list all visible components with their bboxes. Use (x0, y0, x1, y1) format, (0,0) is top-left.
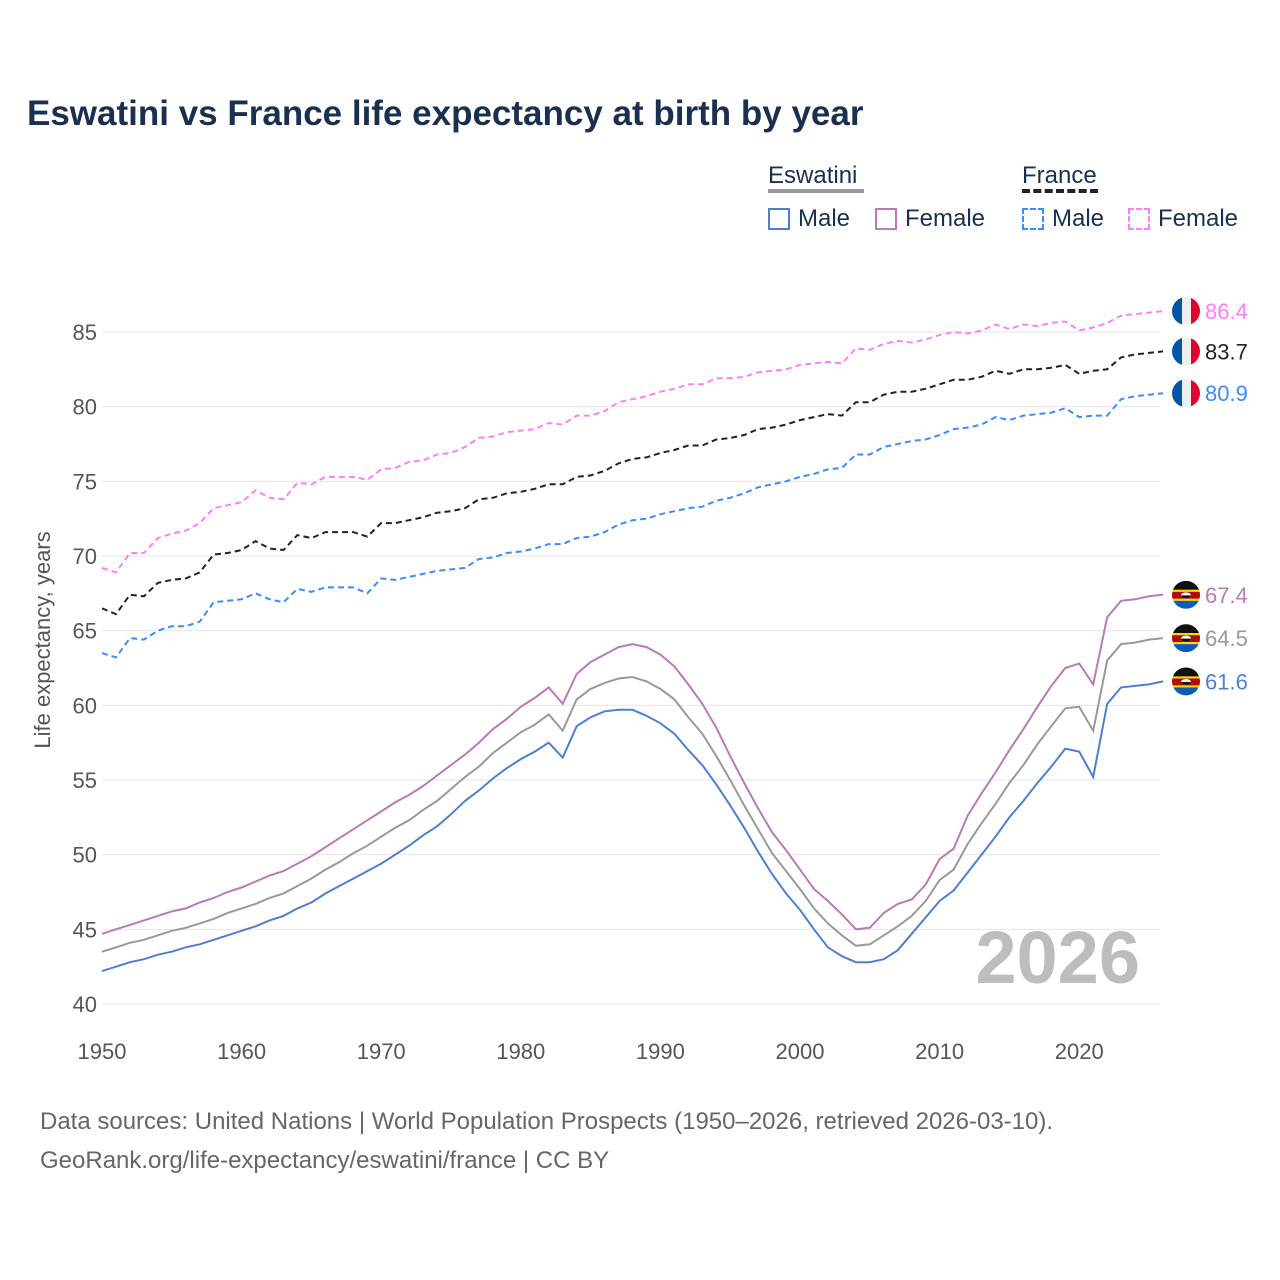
footer-sources: Data sources: United Nations | World Pop… (40, 1108, 1054, 1135)
flag-stripe (1172, 297, 1182, 326)
y-tick-label: 70 (73, 544, 97, 569)
series-line-eswatini-total (101, 637, 1164, 953)
end-value-label: 80.9 (1205, 381, 1248, 406)
eswatini-flag-icon (1172, 624, 1200, 653)
legend-swatch (1128, 208, 1150, 230)
end-value-label: 64.5 (1205, 626, 1248, 651)
flag-body (1172, 297, 1200, 326)
flag-stripe (1172, 379, 1182, 408)
legend-swatch (768, 208, 790, 230)
flag-stripe (1191, 337, 1200, 366)
x-tick-label: 2000 (776, 1039, 825, 1064)
chart-title: Eswatini vs France life expectancy at bi… (27, 94, 864, 133)
legend-label: Female (905, 205, 986, 232)
y-tick-label: 40 (73, 992, 97, 1017)
flag-shield (1181, 638, 1191, 642)
series-line-eswatini-male (101, 680, 1164, 973)
legend-item-eswatini-male[interactable]: Male (768, 205, 850, 233)
flag-stripe (1182, 337, 1191, 366)
legend-item-eswatini-female[interactable]: Female (875, 205, 985, 233)
x-tick-label: 2020 (1055, 1039, 1104, 1064)
end-value-label: 61.6 (1205, 669, 1248, 694)
france-flag-icon (1172, 337, 1200, 366)
y-axis-label: Life expectancy, years (30, 531, 55, 748)
flag-stripe (1172, 589, 1200, 592)
x-tick-label: 1990 (636, 1039, 685, 1064)
flag-stripe (1172, 667, 1200, 677)
flag-stripe (1172, 642, 1200, 645)
france-flag-icon (1172, 379, 1200, 408)
legend-label: Female (1158, 205, 1239, 232)
eswatini-flag-icon (1172, 580, 1200, 609)
y-tick-label: 65 (73, 619, 97, 644)
flag-stripe (1191, 379, 1200, 408)
legend-france-line (1022, 189, 1098, 193)
legend-item-france-male[interactable]: Male (1022, 205, 1104, 233)
legend-group-eswatini: Eswatini (768, 162, 858, 189)
flag-body (1172, 337, 1200, 366)
series-line-france-female (101, 310, 1164, 574)
flag-body (1172, 624, 1200, 653)
flag-stripe (1172, 676, 1200, 679)
france-flag-icon (1172, 297, 1200, 326)
flag-stripe (1172, 644, 1200, 653)
flag-body (1172, 379, 1200, 408)
legend-group-france: France (1022, 162, 1097, 189)
flag-stripe (1172, 685, 1200, 688)
y-tick-label: 50 (73, 843, 97, 868)
legend-swatch (875, 208, 897, 230)
flag-shield (1181, 681, 1191, 685)
y-tick-label: 55 (73, 768, 97, 793)
flag-body (1172, 667, 1200, 696)
flag-stripe (1172, 337, 1182, 366)
x-tick-label: 1970 (357, 1039, 406, 1064)
flag-shield (1181, 595, 1191, 599)
legend-label: Male (798, 205, 851, 232)
legend-eswatini-line (768, 189, 864, 193)
flag-stripe (1172, 600, 1200, 609)
y-tick-label: 45 (73, 917, 97, 942)
end-value-label: 67.4 (1205, 583, 1248, 608)
series-line-france-male (101, 392, 1164, 659)
legend-swatch (1022, 208, 1044, 230)
y-tick-label: 75 (73, 469, 97, 494)
footer-link[interactable]: GeoRank.org/life-expectancy/eswatini/fra… (40, 1147, 610, 1174)
series-line-eswatini-female (101, 593, 1164, 935)
flag-stripe (1191, 297, 1200, 326)
end-value-label: 86.4 (1205, 299, 1248, 324)
x-tick-label: 1960 (217, 1039, 266, 1064)
x-tick-label: 2010 (915, 1039, 964, 1064)
flag-body (1172, 580, 1200, 609)
y-tick-label: 85 (73, 320, 97, 345)
series-line-france-total (101, 350, 1164, 616)
flag-stripe (1172, 580, 1200, 590)
flag-stripe (1172, 687, 1200, 696)
y-tick-label: 60 (73, 693, 97, 718)
flag-stripe (1182, 379, 1191, 408)
year-watermark: 2026 (975, 916, 1140, 999)
flag-stripe (1182, 297, 1191, 326)
y-tick-label: 80 (73, 395, 97, 420)
flag-stripe (1172, 598, 1200, 601)
x-tick-label: 1950 (78, 1039, 127, 1064)
eswatini-flag-icon (1172, 667, 1200, 696)
flag-stripe (1172, 624, 1200, 634)
legend-label: Male (1052, 205, 1105, 232)
x-tick-label: 1980 (496, 1039, 545, 1064)
legend-item-france-female[interactable]: Female (1128, 205, 1238, 233)
end-value-label: 83.7 (1205, 339, 1248, 364)
flag-stripe (1172, 633, 1200, 636)
